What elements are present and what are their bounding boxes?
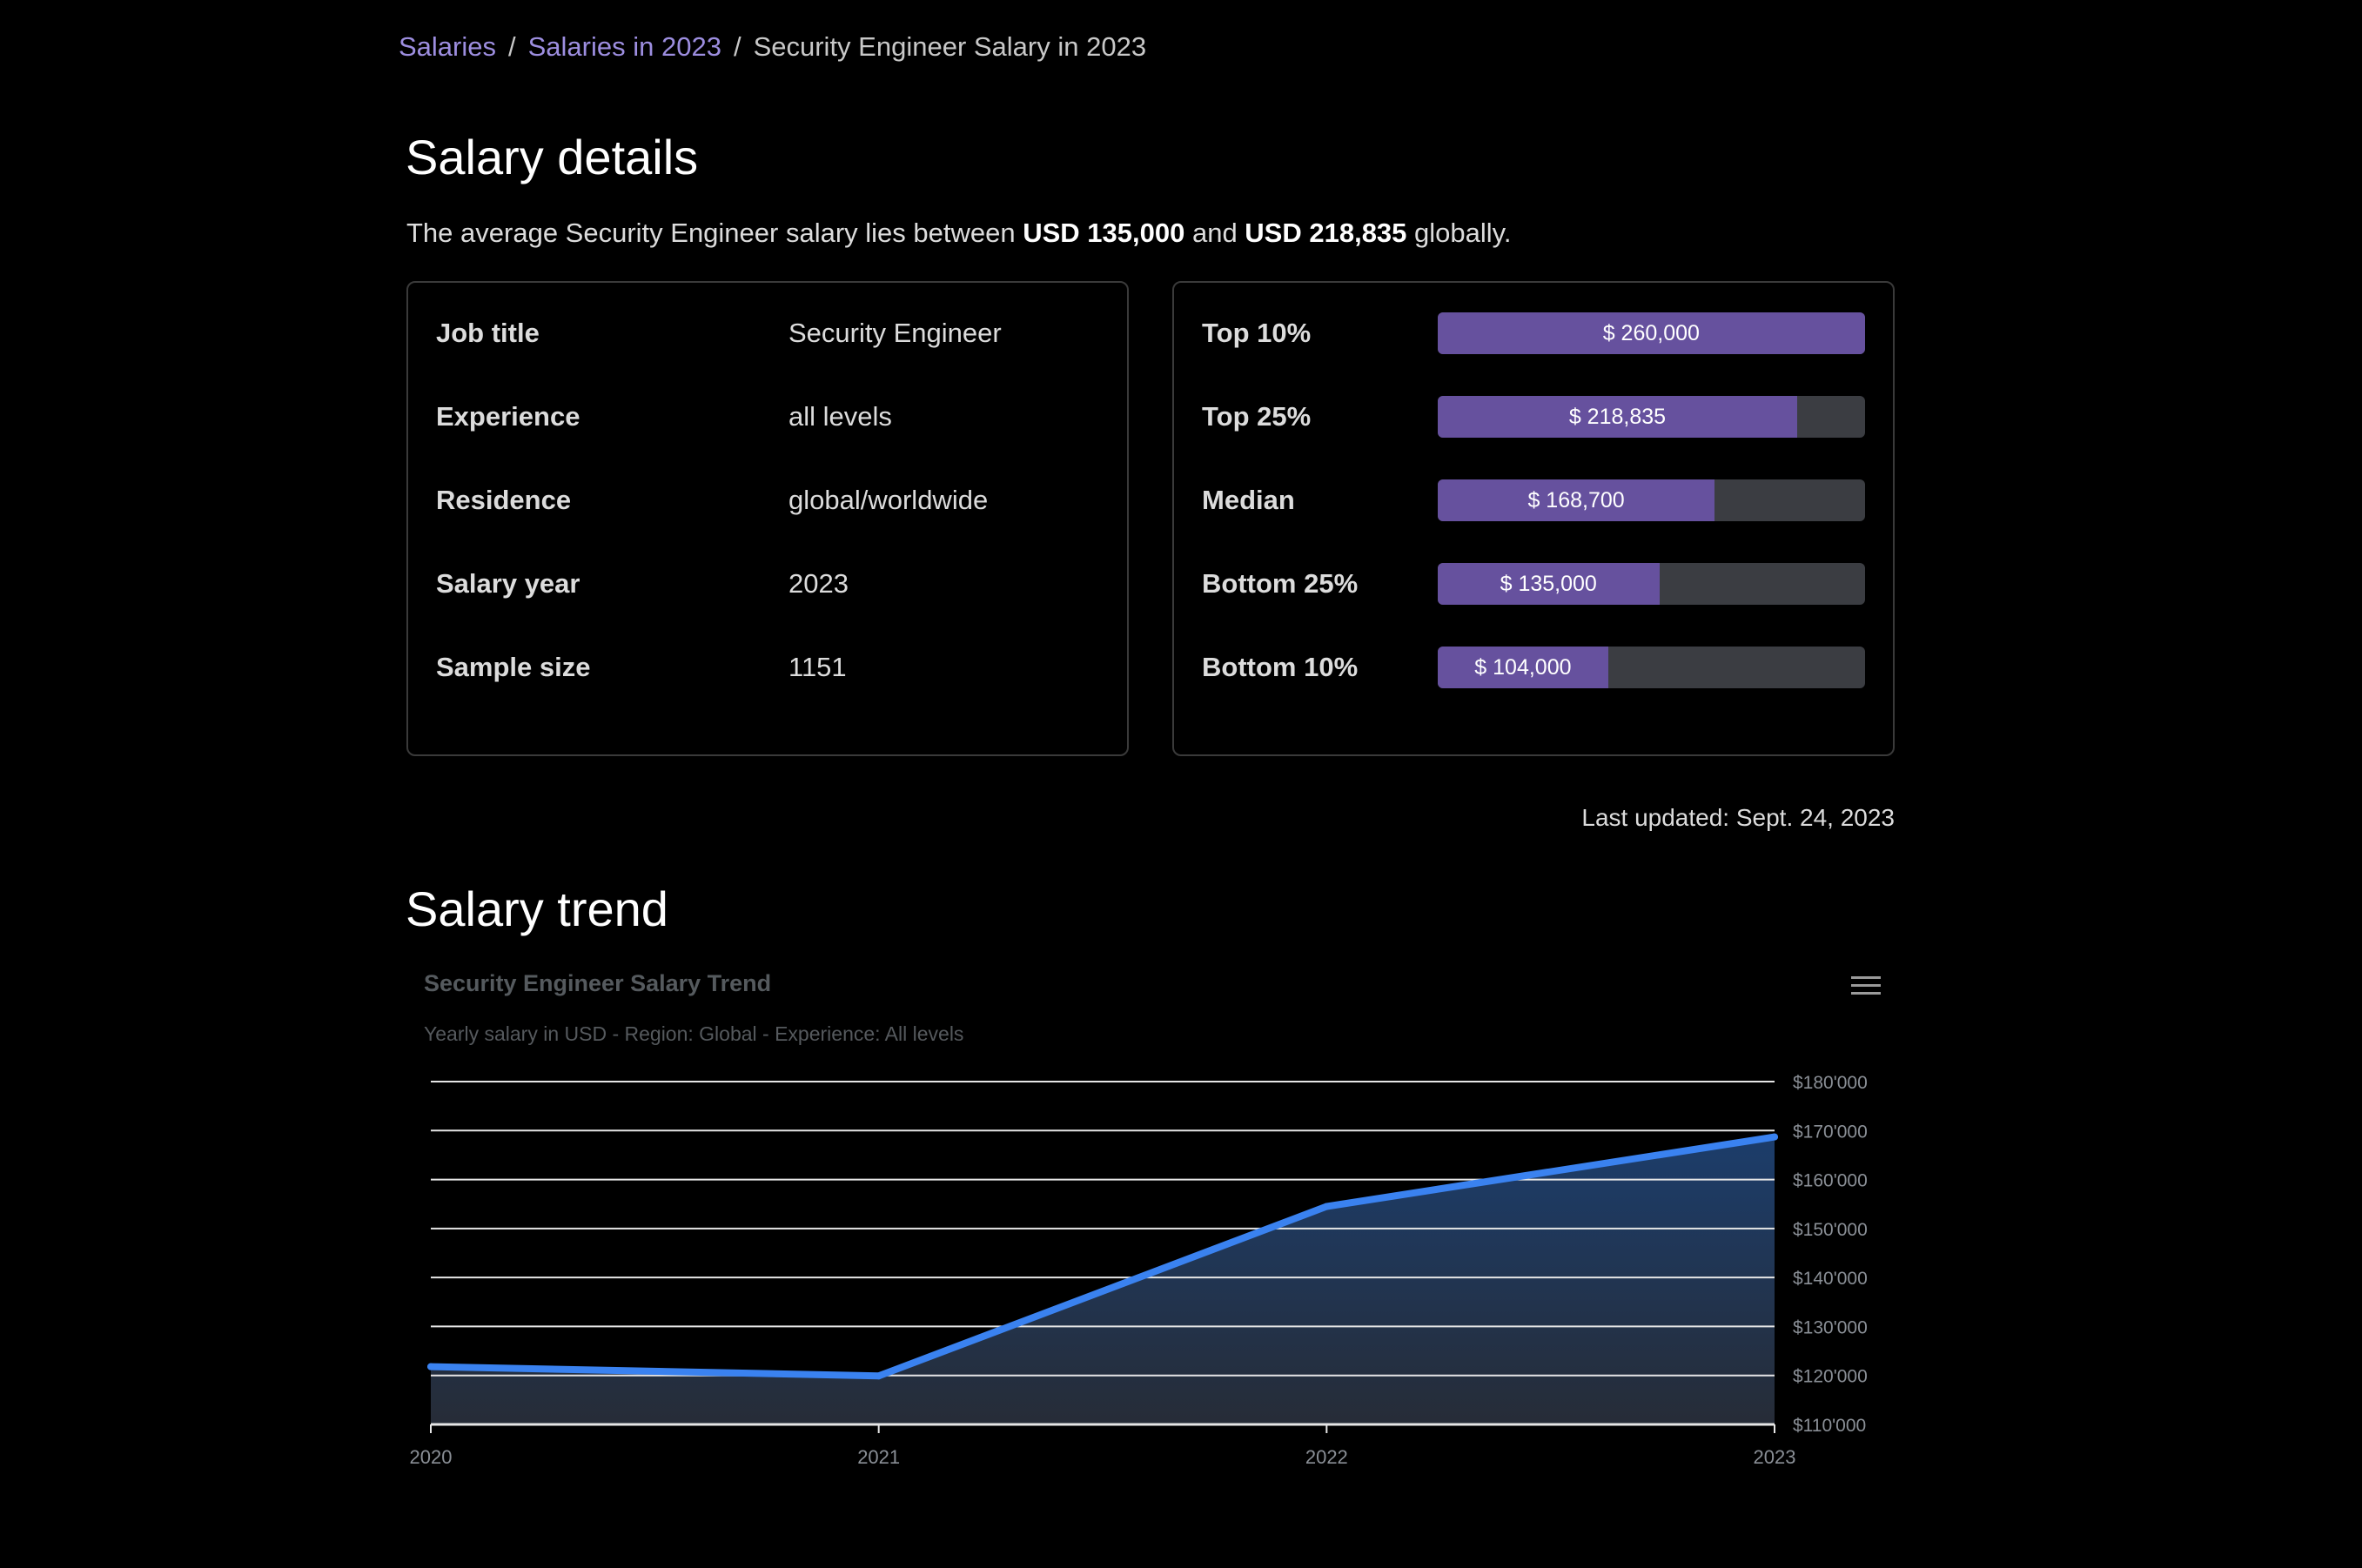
percentile-bar-fill (1437, 312, 1865, 354)
percentile-label: Bottom 25% (1202, 568, 1359, 599)
info-label: Salary year (436, 568, 580, 599)
percentile-row-top-10: Top 10% $ 260,000 (1202, 312, 1865, 355)
data-point (427, 1363, 434, 1370)
x-tick-label: 2021 (857, 1446, 900, 1468)
percentile-row-top-25: Top 25% $ 218,835 (1202, 395, 1865, 439)
data-point (875, 1372, 882, 1380)
percentile-card: Top 10% $ 260,000 Top 25% $ 218,835 Medi… (1172, 281, 1895, 756)
y-tick-label: $150'000 (1793, 1220, 1868, 1240)
data-point (1771, 1133, 1778, 1141)
breadcrumb-link-salaries[interactable]: Salaries (399, 31, 496, 62)
percentile-bar-fill (1437, 563, 1660, 605)
breadcrumb-current: Security Engineer Salary in 2023 (753, 31, 1147, 62)
breadcrumb-separator: / (733, 31, 741, 62)
percentile-value: $ 260,000 (1602, 320, 1700, 345)
last-updated: Last updated: Sept. 24, 2023 (1581, 804, 1895, 831)
percentile-bar-fill (1437, 396, 1798, 438)
salary-details-heading: Salary details (406, 130, 699, 184)
salary-summary: The average Security Engineer salary lie… (406, 218, 1511, 249)
percentile-value: $ 218,835 (1568, 404, 1667, 429)
salary-trend-line (427, 1133, 1778, 1380)
x-tick-label: 2023 (1754, 1446, 1796, 1468)
info-label: Experience (436, 401, 580, 432)
percentile-value: $ 104,000 (1474, 654, 1572, 680)
y-tick-label: $130'000 (1793, 1317, 1868, 1337)
info-value: global/worldwide (788, 485, 989, 515)
percentile-bar: $ 135,000 (1437, 563, 1865, 605)
percentile-label: Median (1202, 485, 1295, 515)
y-tick-label: $170'000 (1793, 1122, 1868, 1142)
percentile-bar: $ 168,700 (1437, 479, 1865, 521)
percentile-bar: $ 260,000 (1437, 312, 1865, 354)
breadcrumb: Salaries / Salaries in 2023 / Security Engin… (399, 31, 1146, 63)
percentile-row-bottom-10: Bottom 10% $ 104,000 (1202, 646, 1865, 689)
percentile-row-median: Median $ 168,700 (1202, 479, 1865, 522)
info-value: 1151 (788, 652, 847, 682)
chart-subtitle: Yearly salary in USD - Region: Global - … (424, 1022, 964, 1045)
percentile-row-bottom-25: Bottom 25% $ 135,000 (1202, 562, 1865, 606)
summary-prefix: The average Security Engineer salary lie… (406, 218, 1023, 248)
info-value: Security Engineer (788, 318, 1002, 348)
info-row-job-title: Job title Security Engineer (436, 312, 1099, 355)
info-row-salary-year: Salary year 2023 (436, 562, 1099, 606)
info-label: Job title (436, 318, 540, 348)
y-tick-label: $180'000 (1793, 1073, 1868, 1093)
percentile-value: $ 168,700 (1527, 487, 1625, 513)
y-tick-label: $110'000 (1793, 1416, 1866, 1436)
info-row-experience: Experience all levels (436, 395, 1099, 439)
percentile-label: Top 10% (1202, 318, 1312, 348)
hamburger-menu-icon[interactable] (1851, 976, 1881, 997)
info-row-residence: Residence global/worldwide (436, 479, 1099, 522)
percentile-label: Bottom 10% (1202, 652, 1359, 682)
percentile-bar: $ 218,835 (1437, 396, 1865, 438)
percentile-value: $ 135,000 (1500, 571, 1597, 596)
percentile-label: Top 25% (1202, 401, 1312, 432)
percentile-bar-fill (1437, 479, 1715, 521)
summary-suffix: globally. (1406, 218, 1512, 248)
y-tick-label: $160'000 (1793, 1171, 1868, 1191)
info-label: Sample size (436, 652, 591, 682)
x-tick-label: 2020 (410, 1446, 453, 1468)
y-tick-label: $140'000 (1793, 1269, 1868, 1289)
info-value: 2023 (788, 568, 849, 599)
percentile-bar: $ 104,000 (1437, 647, 1865, 688)
chart-area-fill (431, 1136, 1775, 1424)
salary-trend-heading: Salary trend (406, 881, 668, 936)
data-point (1323, 1203, 1331, 1210)
info-label: Residence (436, 485, 572, 515)
info-value: all levels (788, 401, 892, 432)
x-tick-label: 2022 (1305, 1446, 1348, 1468)
job-info-card: Job title Security Engineer Experience a… (406, 281, 1129, 756)
y-tick-label: $120'000 (1793, 1367, 1868, 1387)
summary-high-value: USD 218,835 (1245, 218, 1407, 248)
percentile-bar-fill (1437, 647, 1609, 688)
summary-low-value: USD 135,000 (1023, 218, 1185, 248)
info-row-sample-size: Sample size 1151 (436, 646, 1099, 689)
breadcrumb-link-salaries-2023[interactable]: Salaries in 2023 (527, 31, 721, 62)
summary-and: and (1184, 218, 1245, 248)
breadcrumb-separator: / (508, 31, 516, 62)
chart-title: Security Engineer Salary Trend (424, 970, 772, 996)
